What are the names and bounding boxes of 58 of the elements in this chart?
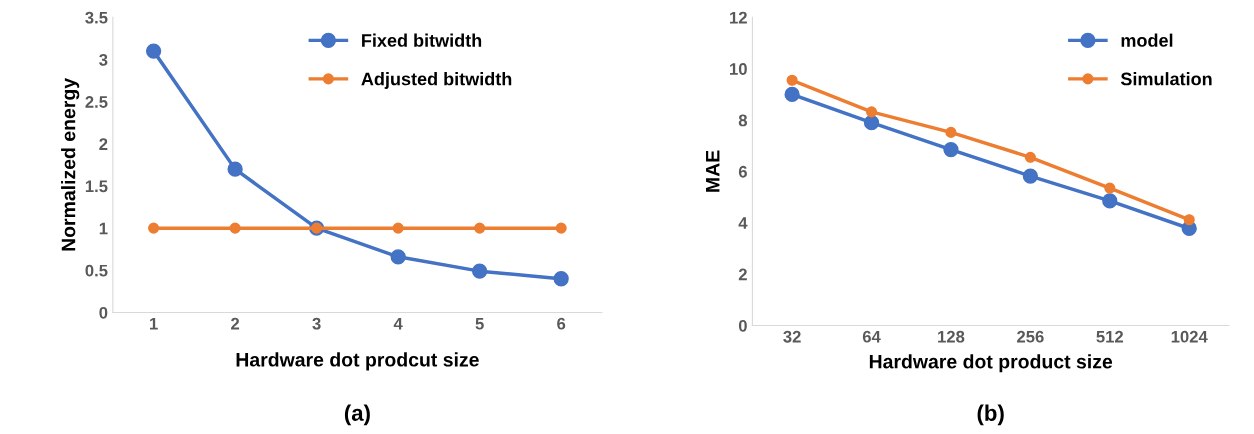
y-tick-label: 8 xyxy=(738,114,748,127)
point xyxy=(148,222,160,234)
y-tick-label: 0 xyxy=(99,306,108,319)
x-tick-label: 3 xyxy=(312,317,321,330)
x-tick-label: 2 xyxy=(231,317,240,330)
y-tick-label: 0.5 xyxy=(85,264,108,277)
y-axis-title: Normalized energy xyxy=(61,78,80,251)
y-tick-label: 2 xyxy=(99,138,108,150)
point xyxy=(1024,151,1036,163)
x-tick-label: 128 xyxy=(938,330,965,343)
text: (a) xyxy=(344,404,370,426)
point xyxy=(390,249,406,265)
point xyxy=(943,141,959,158)
point xyxy=(474,222,486,234)
point xyxy=(392,222,404,234)
point xyxy=(472,263,488,279)
point xyxy=(1022,168,1039,184)
y-tick-label: 1.5 xyxy=(85,180,108,193)
y-tick-label: 6 xyxy=(738,165,747,178)
y-tick-label: 1 xyxy=(99,222,108,235)
legend-label: Fixed bitwidth xyxy=(362,33,482,47)
y-tick-label: 12 xyxy=(730,11,747,24)
y-tick-label: 2 xyxy=(738,268,747,281)
point xyxy=(1104,182,1116,194)
legend-label: Simulation xyxy=(1120,72,1212,86)
point xyxy=(1102,193,1118,209)
point xyxy=(227,161,243,177)
point xyxy=(863,115,880,131)
y-tick-label: 3.5 xyxy=(85,11,108,24)
point xyxy=(1183,214,1195,226)
y-tick-label: 0 xyxy=(738,319,747,332)
x-axis-title: Hardware dot product size xyxy=(869,354,1113,373)
y-tick-label: 4 xyxy=(738,217,748,229)
point xyxy=(865,106,878,118)
x-tick-label: 64 xyxy=(862,330,881,343)
x-tick-label: 5 xyxy=(475,317,484,330)
point xyxy=(229,222,241,234)
x-tick-label: 32 xyxy=(783,330,801,343)
point xyxy=(784,86,800,103)
point xyxy=(786,74,798,86)
y-tick-label: 3 xyxy=(99,53,108,66)
x-tick-label: 256 xyxy=(1017,330,1044,343)
legend-label: Adjusted bitwidth xyxy=(361,72,512,89)
text: (b) xyxy=(977,404,1004,426)
y-tick-label: 10 xyxy=(730,63,747,75)
x-tick-label: 512 xyxy=(1096,330,1124,343)
x-tick-label: 6 xyxy=(557,317,566,330)
x-tick-label: 4 xyxy=(393,317,403,330)
x-tick-label: 1 xyxy=(150,317,158,330)
x-axis-title: Hardware dot prodcut size xyxy=(236,352,479,371)
point xyxy=(553,271,569,287)
point xyxy=(555,222,567,234)
point xyxy=(145,43,162,59)
legend-label: model xyxy=(1121,33,1173,47)
point xyxy=(945,126,957,138)
y-tick-label: 2.5 xyxy=(85,96,108,108)
y-axis-title: MAE xyxy=(706,150,720,192)
x-tick-label: 1024 xyxy=(1171,330,1208,343)
